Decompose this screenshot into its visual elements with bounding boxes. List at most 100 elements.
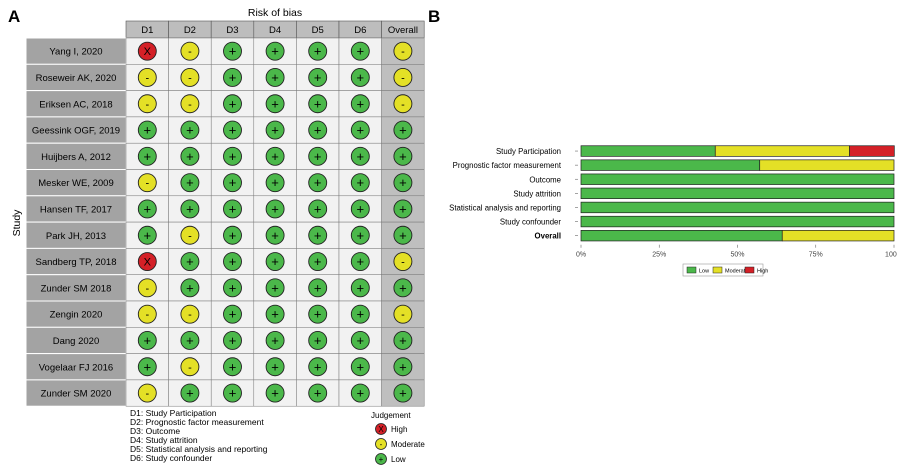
low-judgement-icon <box>180 199 200 219</box>
low-judgement-icon <box>137 146 157 166</box>
study-name: Zunder SM 2020 <box>41 389 112 400</box>
study-name: Vogelaar FJ 2016 <box>39 362 113 373</box>
bar-high <box>849 145 895 157</box>
judgement-symbol: + <box>399 175 407 190</box>
study-name: Roseweir AK, 2020 <box>36 73 117 84</box>
judgement-symbol: + <box>271 201 279 216</box>
low-judgement-icon <box>265 252 285 271</box>
judgement-symbol: + <box>271 280 279 295</box>
high-legend-label: High <box>391 425 407 434</box>
moderate-judgement-icon <box>393 304 413 324</box>
study-name: Sandberg TP, 2018 <box>36 257 117 268</box>
judgement-symbol: + <box>271 359 279 374</box>
low-judgement-icon <box>350 278 370 298</box>
judgement-symbol: + <box>186 333 194 348</box>
domain-key: D1: Study Participation D2: Prognostic f… <box>130 408 268 463</box>
low-legend-symbol: + <box>379 455 384 464</box>
low-judgement-icon <box>223 41 242 61</box>
low-judgement-icon <box>393 146 413 166</box>
moderate-judgement-icon <box>137 67 157 87</box>
domain-key-item: D6: Study confounder <box>130 453 212 463</box>
low-judgement-icon <box>350 173 370 193</box>
low-judgement-icon <box>393 120 413 140</box>
low-judgement-icon <box>350 331 370 350</box>
x-tick-label: 50% <box>730 252 744 259</box>
low-judgement-icon <box>223 304 242 324</box>
low-judgement-icon <box>308 331 328 350</box>
judgement-symbol: + <box>357 123 365 138</box>
moderate-legend-text: Moderate <box>725 269 748 275</box>
low-judgement-icon <box>137 357 157 377</box>
category-label: Study attrition <box>513 189 561 198</box>
judgement-symbol: + <box>271 70 279 85</box>
bar-low <box>580 187 895 200</box>
judgement-symbol: + <box>399 280 407 295</box>
bar-moderate <box>759 159 895 171</box>
low-judgement-icon <box>180 173 200 193</box>
moderate-judgement-icon <box>180 41 200 61</box>
x-tick-label: 25% <box>652 252 666 259</box>
moderate-judgement-icon <box>137 173 157 193</box>
low-judgement-icon <box>308 41 328 61</box>
judgement-symbol: + <box>314 96 322 111</box>
high-legend-text: High <box>757 269 768 275</box>
judgement-symbol: X <box>144 46 152 58</box>
judgement-symbol: + <box>271 386 279 401</box>
low-judgement-icon <box>223 94 242 114</box>
low-judgement-icon <box>265 199 285 219</box>
low-judgement-icon <box>308 225 328 245</box>
judgement-symbol: + <box>271 149 279 164</box>
judgement-symbol: + <box>229 96 237 111</box>
judgement-legend-title: Judgement <box>371 411 411 420</box>
summary-bar-chart: Study Participation Prognostic factor mea… <box>449 145 897 259</box>
moderate-judgement-icon <box>137 94 157 114</box>
low-legend-text: Low <box>699 269 709 275</box>
low-judgement-icon <box>265 357 285 377</box>
judgement-symbol: + <box>314 307 322 322</box>
bar-low <box>580 173 895 185</box>
low-judgement-icon <box>265 278 285 298</box>
low-judgement-icon <box>393 357 413 377</box>
judgement-symbol: + <box>399 359 407 374</box>
study-name: Dang 2020 <box>53 336 99 347</box>
bar-moderate <box>714 145 850 157</box>
x-tick-label: 0% <box>576 252 586 259</box>
low-judgement-icon <box>180 278 200 298</box>
domain-key-item: D4: Study attrition <box>130 435 198 445</box>
low-judgement-icon <box>180 120 200 140</box>
judgement-symbol: + <box>144 123 152 138</box>
judgement-symbol: + <box>271 333 279 348</box>
low-judgement-icon <box>350 199 370 219</box>
judgement-symbol: + <box>144 333 152 348</box>
judgement-symbol: + <box>357 359 365 374</box>
low-judgement-icon <box>265 120 285 140</box>
low-judgement-icon <box>350 357 370 377</box>
low-judgement-icon <box>180 146 200 166</box>
judgement-symbol: + <box>399 149 407 164</box>
low-judgement-icon <box>223 357 242 377</box>
high-legend-swatch <box>744 266 755 274</box>
low-judgement-icon <box>350 67 370 87</box>
judgement-symbol: + <box>314 386 322 401</box>
judgement-symbol: - <box>145 388 149 400</box>
judgement-symbol: - <box>188 362 192 374</box>
low-judgement-icon <box>308 383 328 403</box>
low-judgement-icon <box>308 173 328 193</box>
low-judgement-icon <box>393 225 413 245</box>
judgement-symbol: - <box>401 257 405 269</box>
high-legend-icon <box>375 423 387 435</box>
risk-of-bias-table: D1 D2 D3 D4 D5 D6 Overall Yang I, 2020 X - + + + + - Ro… <box>25 20 425 407</box>
category-label: Outcome <box>529 175 561 184</box>
low-judgement-icon <box>350 304 370 324</box>
low-judgement-icon <box>265 173 285 193</box>
judgement-symbol: + <box>357 280 365 295</box>
judgement-symbol: - <box>188 230 192 242</box>
low-judgement-icon <box>265 331 285 350</box>
low-legend-label: Low <box>391 455 406 464</box>
low-judgement-icon <box>393 331 413 350</box>
domain-header-label: D1 <box>141 25 153 36</box>
study-name: Park JH, 2013 <box>46 231 106 242</box>
study-name-cell <box>25 63 127 92</box>
bar-moderate <box>781 230 895 242</box>
bar-legend: Low Moderate High <box>682 263 768 277</box>
